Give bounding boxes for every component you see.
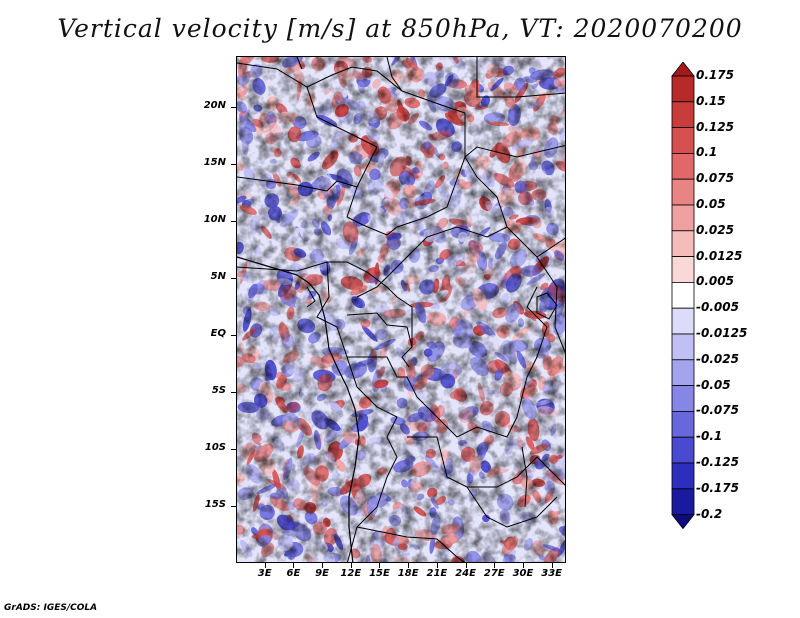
colorbar-segment	[671, 307, 695, 335]
lat-tick	[231, 164, 236, 166]
footer-credit: GrADS: IGES/COLA	[4, 603, 98, 613]
lon-tick	[436, 563, 438, 568]
lon-label: 12E	[340, 568, 362, 579]
lat-label: 10N	[203, 214, 226, 226]
colorbar-label: 0.1	[696, 145, 718, 160]
colorbar-segment	[671, 410, 695, 438]
lat-tick	[231, 449, 236, 451]
colorbar-label: 0.025	[696, 222, 734, 237]
colorbar-label: -0.05	[696, 377, 731, 392]
lon-tick	[408, 563, 410, 568]
colorbar-segment	[671, 385, 695, 412]
map-plot-area	[236, 56, 566, 563]
colorbar-segment	[671, 204, 695, 232]
colorbar-bottom-arrow	[671, 514, 695, 530]
lon-label: 30E	[512, 568, 534, 579]
colorbar-top-arrow	[671, 62, 695, 77]
lon-tick	[551, 563, 553, 568]
colorbar-segment	[671, 230, 695, 258]
lat-tick	[231, 221, 236, 223]
lat-label: EQ	[210, 328, 226, 340]
colorbar-label: -0.0125	[696, 326, 748, 340]
lat-tick	[231, 506, 236, 508]
colorbar-segment	[671, 101, 695, 128]
colorbar-segment	[671, 488, 695, 515]
colorbar-segment	[671, 178, 695, 206]
lon-tick	[350, 563, 352, 568]
lon-label: 15E	[369, 568, 390, 579]
lon-label: 27E	[483, 568, 505, 579]
lat-tick	[231, 278, 236, 280]
colorbar-segment	[671, 75, 695, 103]
lat-label: 5S	[211, 385, 226, 397]
colorbar-label: 0.125	[696, 119, 734, 134]
lon-tick	[264, 563, 266, 568]
vertical-velocity-field	[237, 57, 565, 562]
colorbar-label: -0.075	[696, 403, 739, 418]
colorbar-segment	[671, 359, 695, 386]
colorbar	[671, 62, 695, 530]
colorbar-label: -0.005	[696, 300, 739, 315]
colorbar-label: -0.175	[696, 480, 739, 495]
colorbar-label: 0.05	[696, 197, 726, 211]
chart-title: Vertical velocity [m/s] at 850hPa, VT: 2…	[57, 14, 743, 43]
lat-label: 5N	[210, 271, 226, 283]
lat-label: 15S	[204, 499, 226, 511]
lon-tick	[322, 563, 324, 568]
colorbar-segment	[671, 462, 695, 490]
colorbar-segment	[671, 281, 695, 309]
lon-tick	[379, 563, 381, 568]
colorbar-label: -0.125	[696, 455, 739, 469]
colorbar-label: 0.005	[696, 274, 734, 289]
colorbar-label: 0.15	[696, 93, 726, 108]
lon-label: 21E	[426, 568, 448, 579]
lat-label: 10S	[204, 442, 226, 454]
lat-tick	[231, 107, 236, 109]
colorbar-label: 0.075	[696, 171, 734, 186]
lat-tick	[231, 392, 236, 394]
lon-label: 9E	[315, 568, 329, 579]
colorbar-segment	[671, 256, 695, 283]
colorbar-label: 0.0125	[696, 248, 743, 263]
country-borders	[237, 57, 565, 562]
lon-label: 24E	[455, 568, 476, 579]
lon-tick	[494, 563, 496, 568]
lon-label: 6E	[286, 568, 301, 579]
lon-tick	[522, 563, 524, 568]
lon-label: 18E	[397, 568, 419, 579]
lat-label: 15N	[203, 157, 226, 169]
colorbar-segment	[671, 127, 695, 154]
lon-label: 33E	[541, 568, 563, 579]
colorbar-label: -0.025	[696, 351, 739, 366]
coastline	[237, 256, 360, 562]
colorbar-segment	[671, 333, 695, 361]
lon-tick	[465, 563, 467, 568]
colorbar-segment	[671, 436, 695, 464]
lon-label: 3E	[257, 568, 272, 579]
lat-label: 20N	[203, 100, 226, 112]
colorbar-label: -0.1	[696, 429, 723, 444]
colorbar-segment	[671, 153, 695, 180]
lon-tick	[293, 563, 295, 568]
colorbar-label: -0.2	[696, 506, 723, 521]
colorbar-label: 0.175	[696, 68, 734, 82]
lat-tick	[231, 335, 236, 337]
